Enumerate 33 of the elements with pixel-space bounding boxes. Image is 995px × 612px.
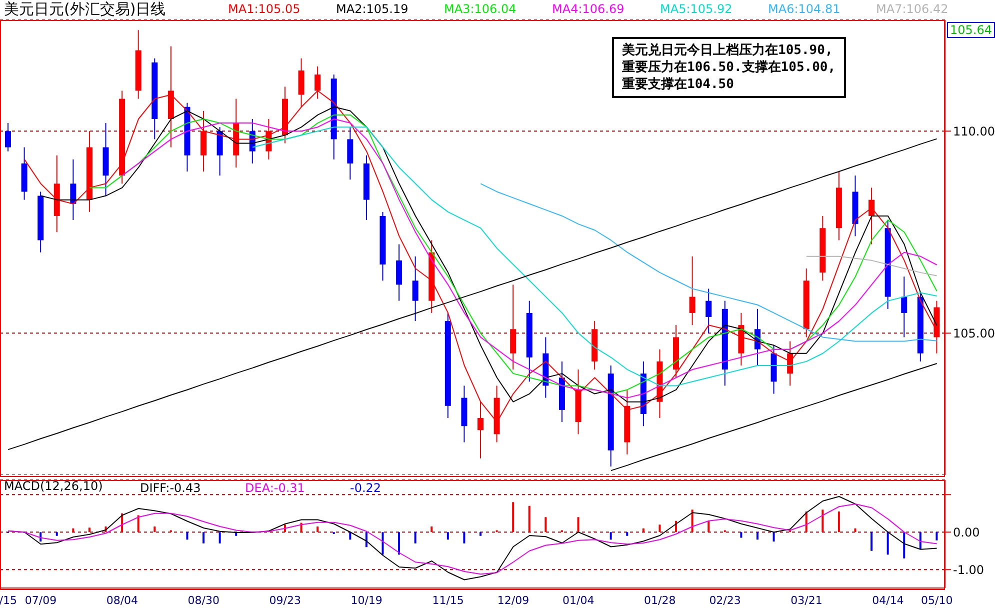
x-tick-label: 12/09	[497, 594, 530, 607]
x-tick-label: 04/14	[872, 594, 904, 607]
x-tick-label: 02/23	[709, 594, 741, 607]
x-tick-label: 07/09	[24, 594, 57, 607]
text: DEA:-0.31	[245, 481, 305, 495]
x-tick-label: 10/19	[350, 594, 382, 607]
y-tick-label: 110.00	[953, 124, 995, 138]
x-tick-label: 09/23	[269, 594, 301, 607]
x-tick-label: 08/04	[106, 594, 138, 607]
text: 105.64	[947, 22, 995, 38]
text: MA5:105.92	[660, 2, 732, 16]
y-tick-label: -1.00	[953, 562, 984, 577]
chart-title: MACD(12,26,10)	[4, 479, 103, 493]
annotation: 重要压力在106.50.支撑在105.00,	[622, 59, 836, 76]
annotation: 美元兑日元今日上档压力在105.90,	[622, 42, 834, 59]
y-tick-label: 0.00	[953, 525, 980, 540]
text: MA6:104.81	[768, 2, 840, 16]
text: MA2:105.19	[336, 2, 408, 16]
x-tick-label: 08/30	[188, 594, 220, 607]
x-tick-label: 05/10	[921, 594, 953, 607]
x-tick-label: 03/21	[790, 594, 822, 607]
x-tick-label: 11/15	[432, 594, 464, 607]
y-tick-label: 105.00	[953, 326, 995, 340]
text: MA4:106.69	[552, 2, 624, 16]
annotation: 重要支撑在104.50	[622, 76, 735, 93]
text: MA7:106.42	[876, 2, 948, 16]
x-tick-label: 01/04	[562, 594, 594, 607]
text: MA3:106.04	[444, 2, 516, 16]
series-label: DIFF:-0.43	[140, 481, 201, 495]
x-tick-label: 01/28	[644, 594, 676, 607]
text: MA1:105.05	[228, 2, 300, 16]
text: -0.22	[350, 481, 382, 495]
chart-title: 美元日元(外汇交易)日线	[4, 0, 166, 19]
